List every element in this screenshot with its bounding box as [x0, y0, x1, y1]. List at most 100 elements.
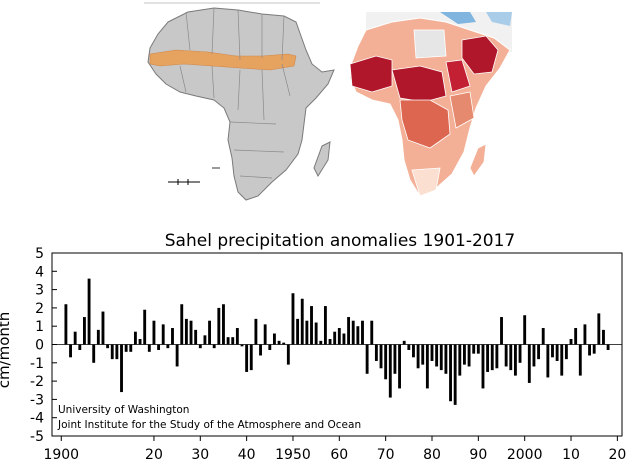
bar-1942 [254, 318, 258, 345]
bar-1952 [300, 298, 304, 345]
bar-1916 [133, 331, 137, 345]
bar-1929 [194, 329, 198, 345]
bar-1972 [393, 344, 397, 374]
bar-1951 [296, 318, 300, 345]
bar-1923 [166, 344, 170, 349]
bar-2006 [551, 344, 554, 358]
bar-1932 [208, 320, 211, 345]
bar-1901 [64, 304, 68, 345]
bar-1993 [490, 344, 494, 371]
bar-1936 [226, 337, 230, 345]
bar-1980 [430, 344, 434, 361]
bar-2010 [569, 339, 573, 345]
precipitation-chart: Sahel precipitation anomalies 1901-2017 … [0, 222, 630, 473]
bar-1912 [115, 344, 119, 360]
bar-1997 [509, 344, 513, 371]
heat-region-mid-east [449, 91, 475, 129]
bar-1937 [231, 337, 235, 345]
bar-1958 [328, 339, 332, 345]
y-ticks-group: 5 4 3 2 1 0 -1 -2 -3 -4 -5 [30, 246, 57, 445]
y-tick-label: 5 [35, 246, 44, 262]
bar-1973 [398, 344, 401, 389]
bar-1967 [370, 320, 374, 345]
africa-heat-map [349, 12, 512, 197]
x-ticks-group: 1900 20 30 40 1950 60 70 80 90 2000 10 20 [43, 436, 626, 463]
x-tick-label: 40 [238, 447, 256, 463]
x-tick-label: 20 [145, 447, 163, 463]
heat-region-dark-sudan [445, 59, 471, 93]
bar-1956 [319, 340, 323, 345]
bar-1911 [110, 344, 114, 360]
bar-2016 [597, 313, 601, 345]
bar-1930 [198, 344, 202, 349]
bar-2007 [555, 344, 559, 361]
africa-landmass [147, 7, 335, 201]
bars-group [64, 278, 610, 405]
bar-2012 [578, 344, 582, 376]
bar-1989 [472, 344, 476, 354]
bar-1994 [495, 344, 499, 369]
bar-1996 [504, 344, 508, 367]
bar-1957 [323, 306, 327, 345]
bar-1944 [263, 324, 267, 345]
bar-1984 [449, 344, 452, 402]
heat-region-dark-arabia [461, 35, 499, 75]
bar-2011 [574, 328, 578, 345]
y-tick-label: -4 [30, 411, 44, 427]
bar-2003 [537, 344, 541, 360]
bar-1908 [96, 329, 100, 345]
x-tick-label: 10 [562, 447, 580, 463]
x-tick-label: 70 [377, 447, 395, 463]
credit-line-1: University of Washington [58, 404, 189, 416]
y-tick-label: 2 [35, 301, 44, 317]
bar-2008 [560, 344, 564, 376]
bar-1976 [412, 344, 415, 358]
bar-1961 [342, 333, 346, 345]
bar-1975 [407, 344, 411, 350]
bar-1939 [240, 344, 244, 347]
bar-1962 [347, 317, 351, 345]
bar-1931 [203, 335, 207, 345]
bar-2017 [602, 329, 605, 345]
bar-1921 [157, 344, 161, 350]
bar-1943 [259, 344, 262, 356]
bar-2002 [532, 344, 536, 367]
bar-1978 [421, 344, 425, 365]
bar-1971 [388, 344, 392, 398]
bar-1945 [268, 344, 272, 350]
y-tick-label: -5 [30, 429, 44, 445]
bar-1986 [458, 344, 462, 376]
bar-1963 [351, 320, 355, 345]
y-tick-label: 4 [35, 264, 44, 280]
bar-1926 [180, 304, 184, 345]
bar-1906 [87, 278, 91, 345]
bar-1913 [120, 344, 123, 393]
map-borders [179, 7, 291, 179]
bar-1934 [217, 307, 221, 345]
bar-1914 [124, 344, 128, 352]
bar-1950 [291, 293, 295, 345]
bar-1927 [184, 318, 188, 345]
bar-2005 [546, 344, 550, 378]
bar-1969 [379, 344, 383, 369]
y-tick-label: 0 [35, 338, 44, 354]
x-tick-label: 2000 [507, 447, 543, 463]
bar-1904 [78, 344, 82, 350]
y-tick-label: 1 [35, 319, 44, 335]
bar-1946 [273, 333, 276, 345]
bar-1938 [235, 328, 239, 345]
y-tick-label: -2 [30, 374, 44, 390]
x-tick-label: 80 [423, 447, 441, 463]
bar-1985 [453, 344, 457, 405]
bar-1903 [73, 331, 77, 345]
chart-svg: Sahel precipitation anomalies 1901-2017 … [0, 231, 626, 463]
bar-1965 [361, 320, 364, 345]
x-tick-label: 1900 [43, 447, 79, 463]
bar-1949 [286, 344, 290, 365]
x-tick-label: 90 [469, 447, 487, 463]
y-tick-label: -3 [30, 392, 44, 408]
bar-1954 [310, 306, 313, 345]
bar-1933 [212, 344, 216, 349]
bar-1974 [402, 340, 406, 345]
bar-1988 [467, 344, 471, 367]
